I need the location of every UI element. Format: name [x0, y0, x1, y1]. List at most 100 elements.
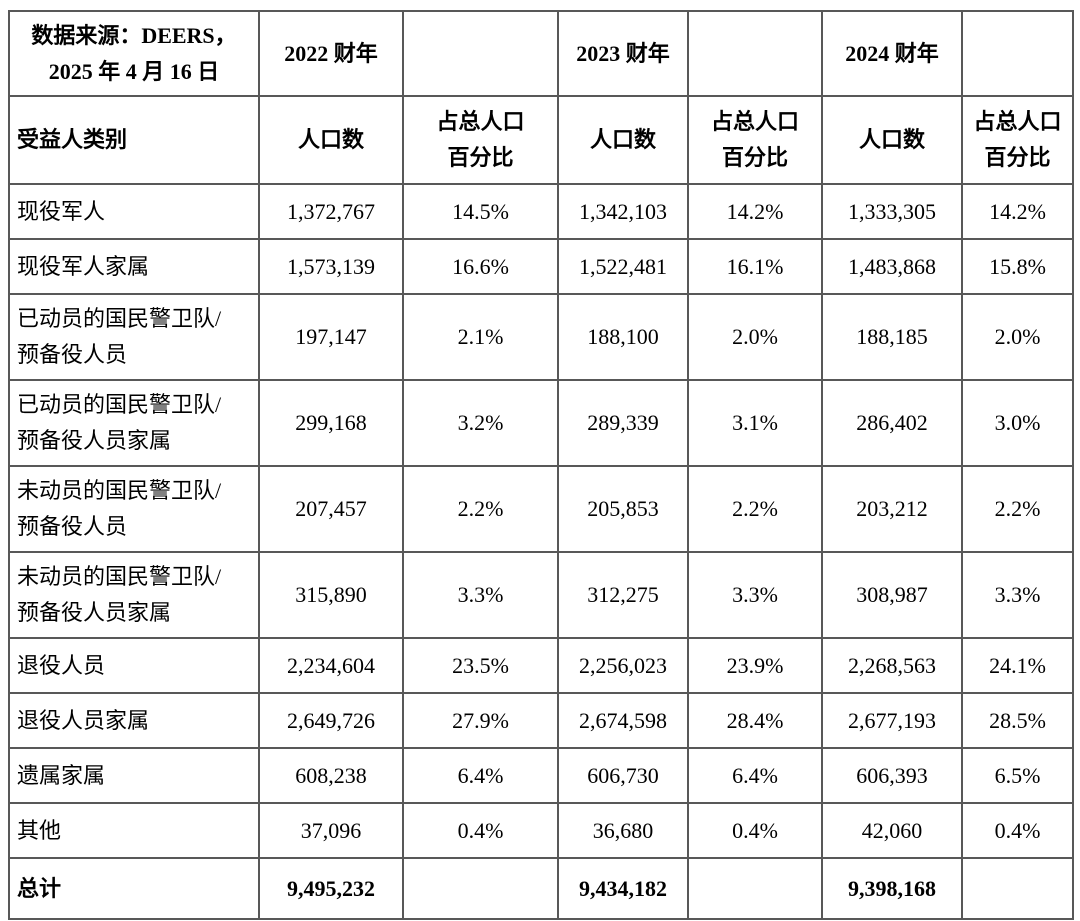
percent-cell: 3.3%	[687, 551, 823, 639]
percent-cell: 28.4%	[687, 692, 823, 749]
population-cell: 312,275	[557, 551, 689, 639]
percent-cell: 2.0%	[961, 293, 1074, 381]
fy2022-spacer-cell	[402, 10, 559, 97]
population-cell: 606,393	[821, 747, 963, 804]
table-row: 已动员的国民警卫队/ 预备役人员家属 299,168 3.2% 289,339 3.1%…	[8, 379, 1074, 467]
population-cell: 9,495,232	[258, 857, 404, 920]
percent-cell: 14.2%	[961, 183, 1074, 240]
table-row: 未动员的国民警卫队/ 预备役人员家属 315,890 3.3% 312,275 3.3%…	[8, 551, 1074, 639]
percent-cell: 24.1%	[961, 637, 1074, 694]
population-cell: 308,987	[821, 551, 963, 639]
population-cell: 42,060	[821, 802, 963, 859]
percent-cell: 16.6%	[402, 238, 559, 295]
category-cell: 退役人员家属	[8, 692, 260, 749]
column-header-row: 受益人类别 人口数 占总人口 百分比 人口数 占总人口 百分比 人口数 占总人口…	[8, 95, 1074, 185]
fy2024-header: 2024 财年	[821, 10, 963, 97]
category-cell: 未动员的国民警卫队/ 预备役人员家属	[8, 551, 260, 639]
population-cell: 207,457	[258, 465, 404, 553]
category-cell: 现役军人家属	[8, 238, 260, 295]
percent-cell	[687, 857, 823, 920]
percent-cell: 27.9%	[402, 692, 559, 749]
table-row: 其他 37,096 0.4% 36,680 0.4% 42,060 0.4%	[8, 802, 1074, 859]
percent-cell: 2.1%	[402, 293, 559, 381]
percent-cell: 23.9%	[687, 637, 823, 694]
percent-cell: 6.4%	[687, 747, 823, 804]
percent-cell	[961, 857, 1074, 920]
population-cell: 2,677,193	[821, 692, 963, 749]
table-row: 未动员的国民警卫队/ 预备役人员 207,457 2.2% 205,853 2.2% 20…	[8, 465, 1074, 553]
fiscal-year-header-row: 数据来源：DEERS， 2025 年 4 月 16 日 2022 财年 2023…	[8, 10, 1074, 97]
population-cell: 1,342,103	[557, 183, 689, 240]
percent-cell: 14.2%	[687, 183, 823, 240]
percent-cell: 3.3%	[402, 551, 559, 639]
percent-cell: 2.2%	[402, 465, 559, 553]
population-cell: 1,372,767	[258, 183, 404, 240]
percent-header-fy2022: 占总人口 百分比	[402, 95, 559, 185]
fy2022-header: 2022 财年	[258, 10, 404, 97]
category-cell: 其他	[8, 802, 260, 859]
percent-header-fy2023: 占总人口 百分比	[687, 95, 823, 185]
percent-cell: 6.4%	[402, 747, 559, 804]
percent-cell: 2.2%	[687, 465, 823, 553]
population-cell: 2,268,563	[821, 637, 963, 694]
data-source-line1: 数据来源：DEERS，	[31, 22, 237, 48]
population-header-fy2023: 人口数	[557, 95, 689, 185]
data-source-line2: 2025 年 4 月 16 日	[48, 58, 220, 84]
population-cell: 1,483,868	[821, 238, 963, 295]
percent-cell: 16.1%	[687, 238, 823, 295]
table-row: 遗属家属 608,238 6.4% 606,730 6.4% 606,393 6.5%	[8, 747, 1074, 804]
table-row: 现役军人家属 1,573,139 16.6% 1,522,481 16.1% 1,483,…	[8, 238, 1074, 295]
population-cell: 205,853	[557, 465, 689, 553]
table-row: 现役军人 1,372,767 14.5% 1,342,103 14.2% 1,333,30…	[8, 183, 1074, 240]
population-cell: 37,096	[258, 802, 404, 859]
category-cell: 退役人员	[8, 637, 260, 694]
population-cell: 9,398,168	[821, 857, 963, 920]
population-cell: 197,147	[258, 293, 404, 381]
category-header: 受益人类别	[8, 95, 260, 185]
beneficiary-population-table: 数据来源：DEERS， 2025 年 4 月 16 日 2022 财年 2023…	[8, 10, 1074, 920]
population-header-fy2024: 人口数	[821, 95, 963, 185]
population-cell: 1,333,305	[821, 183, 963, 240]
population-cell: 299,168	[258, 379, 404, 467]
table-row: 已动员的国民警卫队/ 预备役人员 197,147 2.1% 188,100 2.0% 18…	[8, 293, 1074, 381]
percent-cell: 3.0%	[961, 379, 1074, 467]
population-cell: 1,522,481	[557, 238, 689, 295]
percent-cell: 28.5%	[961, 692, 1074, 749]
category-cell: 遗属家属	[8, 747, 260, 804]
population-cell: 188,185	[821, 293, 963, 381]
percent-header-fy2024: 占总人口 百分比	[961, 95, 1074, 185]
percent-cell: 0.4%	[687, 802, 823, 859]
percent-cell: 2.2%	[961, 465, 1074, 553]
category-cell: 总计	[8, 857, 260, 920]
category-cell: 现役军人	[8, 183, 260, 240]
category-cell: 已动员的国民警卫队/ 预备役人员	[8, 293, 260, 381]
category-cell: 未动员的国民警卫队/ 预备役人员	[8, 465, 260, 553]
category-cell: 已动员的国民警卫队/ 预备役人员家属	[8, 379, 260, 467]
percent-cell: 0.4%	[961, 802, 1074, 859]
population-cell: 188,100	[557, 293, 689, 381]
percent-cell: 3.3%	[961, 551, 1074, 639]
population-cell: 289,339	[557, 379, 689, 467]
table-row: 退役人员 2,234,604 23.5% 2,256,023 23.9% 2,268,56…	[8, 637, 1074, 694]
population-header-fy2022: 人口数	[258, 95, 404, 185]
population-cell: 203,212	[821, 465, 963, 553]
population-cell: 286,402	[821, 379, 963, 467]
population-cell: 9,434,182	[557, 857, 689, 920]
population-cell: 1,573,139	[258, 238, 404, 295]
percent-cell: 15.8%	[961, 238, 1074, 295]
percent-cell: 2.0%	[687, 293, 823, 381]
total-row: 总计 9,495,232 9,434,182 9,398,168	[8, 857, 1074, 920]
fy2023-spacer-cell	[687, 10, 823, 97]
population-cell: 315,890	[258, 551, 404, 639]
population-cell: 606,730	[557, 747, 689, 804]
fy2024-spacer-cell	[961, 10, 1074, 97]
population-cell: 608,238	[258, 747, 404, 804]
population-cell: 2,649,726	[258, 692, 404, 749]
percent-cell	[402, 857, 559, 920]
percent-cell: 23.5%	[402, 637, 559, 694]
population-cell: 2,256,023	[557, 637, 689, 694]
population-cell: 2,674,598	[557, 692, 689, 749]
fy2023-header: 2023 财年	[557, 10, 689, 97]
